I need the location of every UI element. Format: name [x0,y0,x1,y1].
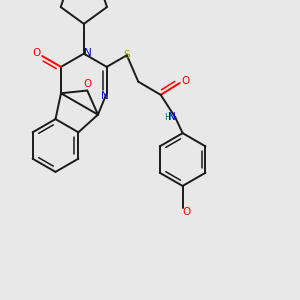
Text: H: H [164,113,171,122]
Text: N: N [168,112,176,122]
Text: O: O [83,79,92,89]
Text: N: N [101,91,109,101]
Text: N: N [84,48,91,58]
Text: S: S [124,50,130,60]
Text: O: O [182,207,190,217]
Text: O: O [181,76,189,85]
Text: O: O [32,48,41,58]
